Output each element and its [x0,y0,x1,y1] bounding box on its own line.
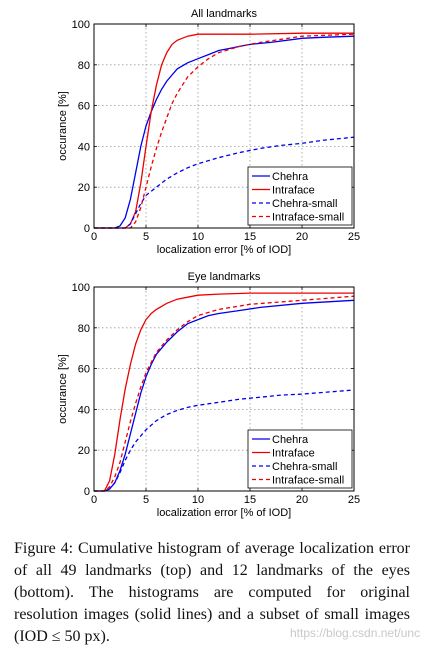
series-line-intraface-small [94,33,355,229]
legend-box [247,429,353,489]
y-axis-label: occurance [%] [57,91,69,161]
watermark: https://blog.csdn.net/uncle_ll [290,626,421,640]
x-tick-label: 15 [244,494,256,506]
legend-label-chehra-small: Chehra-small [272,461,337,473]
x-axis-label: localization error [% of IOD] [157,507,292,519]
series-line-intraface-small [94,295,355,492]
x-tick-label: 15 [244,231,256,243]
x-tick-label: 10 [192,231,204,243]
x-tick-label: 20 [296,494,308,506]
axes-frame [93,286,355,492]
x-tick-label: 5 [143,494,149,506]
y-tick-label: 40 [78,141,90,153]
y-tick-label: 60 [78,364,90,376]
legend-label-chehra: Chehra [272,171,309,183]
legend-label-intraface: Intraface [272,448,315,460]
x-tick-label: 25 [348,231,360,243]
y-tick-label: 0 [84,223,90,235]
y-tick-label: 0 [84,486,90,498]
series-line-intraface [94,32,354,229]
legend-box [247,166,353,226]
axes-frame [93,23,355,229]
y-tick-label: 80 [78,323,90,335]
legend-label-intraface-small: Intraface-small [272,212,344,224]
series-line-chehra-small [94,389,355,492]
y-tick-label: 100 [72,282,90,294]
y-tick-label: 20 [78,445,90,457]
legend-label-intraface: Intraface [272,185,315,197]
y-tick-label: 40 [78,404,90,416]
y-tick-label: 80 [78,60,90,72]
x-tick-label: 5 [143,231,149,243]
series-line-intraface [94,292,354,492]
legend-label-chehra: Chehra [272,434,309,446]
x-axis-label: localization error [% of IOD] [157,244,292,256]
x-tick-label: 20 [296,231,308,243]
chart-all-landmarks: 0 5 10 15 20 25 0 20 40 60 80 100 All landmarks local… [57,8,360,256]
x-tick-label: 25 [348,494,360,506]
chart-title: All landmarks [191,8,258,20]
chart-title: Eye landmarks [188,271,261,283]
figure-caption: Figure 4: Cumulative histogram of averag… [14,540,410,645]
x-tick-label: 10 [192,494,204,506]
series-line-chehra [94,35,355,229]
legend-label-intraface-small: Intraface-small [272,475,344,487]
legend-label-chehra-small: Chehra-small [272,198,337,210]
series-line-chehra-small [94,136,355,229]
y-tick-label: 100 [72,19,90,31]
chart-eye-landmarks: 0 5 10 15 20 25 0 20 40 60 80 100 Eye landmarks local… [57,271,360,519]
y-axis-label: occurance [%] [57,354,69,424]
y-tick-label: 20 [78,182,90,194]
x-tick-label: 0 [91,494,97,506]
y-tick-label: 60 [78,101,90,113]
x-tick-label: 0 [91,231,97,243]
series-line-chehra [94,299,355,492]
